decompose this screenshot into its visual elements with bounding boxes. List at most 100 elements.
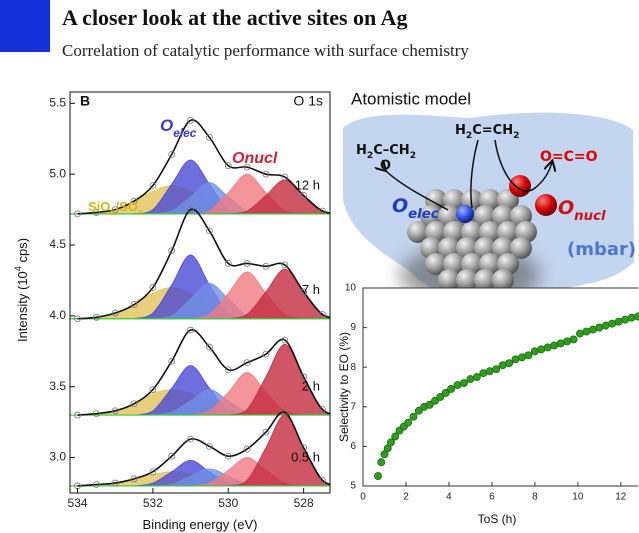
data-point	[206, 227, 213, 235]
data-point	[391, 432, 400, 441]
data-point	[187, 435, 194, 443]
text-part: Onucl	[232, 150, 278, 167]
data-point	[453, 381, 462, 389]
data-point	[550, 341, 559, 350]
data-point	[206, 133, 213, 141]
x-axis-label: ToS (h)	[478, 512, 517, 526]
peak-annotation: Onucl	[232, 150, 278, 167]
atom-oxygen-nucleophilic	[535, 194, 557, 216]
spectrum-label: 2 h	[302, 379, 320, 394]
data-point	[479, 369, 488, 378]
data-point	[130, 400, 138, 408]
data-point	[224, 260, 232, 267]
data-point	[130, 301, 138, 308]
atom	[474, 269, 496, 291]
text-part: /SO	[115, 199, 137, 214]
plot-frame	[69, 91, 331, 494]
data-point	[224, 452, 232, 460]
atom	[425, 253, 447, 275]
pressure-label: (mbar)	[567, 239, 636, 260]
data-point	[436, 392, 445, 401]
x-tick-label: 534	[68, 496, 88, 510]
data-point	[595, 323, 604, 332]
y-tick-label: 5.0	[49, 166, 66, 180]
text-part: Binding energy (eV)	[143, 517, 258, 532]
data-point	[74, 411, 81, 419]
panel-label: B	[80, 93, 90, 109]
data-point	[224, 366, 232, 374]
text-part: H	[455, 123, 466, 138]
o-nucl-label: Onucl	[558, 197, 606, 224]
x-tick-label: 4	[446, 492, 452, 503]
data-point	[300, 192, 308, 199]
x-axis-label: Binding energy (eV)	[143, 517, 258, 532]
data-point	[627, 313, 636, 322]
text-part: 2	[367, 151, 373, 161]
data-point	[601, 321, 610, 330]
data-point	[319, 207, 326, 215]
x-tick-label: 8	[532, 492, 538, 503]
data-point	[431, 396, 439, 405]
data-point	[524, 351, 533, 360]
atom	[492, 269, 514, 291]
peak-annotation: SiOx/SOx	[88, 199, 143, 217]
data-point	[543, 343, 552, 352]
data-point	[386, 438, 395, 447]
x-tick-label: 532	[143, 496, 163, 510]
data-point	[319, 476, 326, 484]
y-tick-label: 7	[350, 401, 356, 412]
epoxide-oxygen: O	[380, 159, 391, 174]
o-elec-label: Oelec	[392, 195, 439, 222]
data-point	[262, 262, 270, 270]
data-point	[149, 182, 157, 189]
header-block	[0, 0, 50, 52]
spectrum-label: 0.5 h	[291, 449, 320, 464]
x-tick-label: 10	[572, 492, 584, 503]
data-point	[243, 359, 251, 367]
data-point	[111, 407, 119, 415]
ethylene-label: H2C=CH2	[455, 123, 519, 141]
text-part: 2	[410, 151, 416, 161]
data-point	[608, 319, 617, 328]
data-point	[588, 325, 597, 334]
data-point	[518, 353, 526, 362]
spectrum-label: 7 h	[302, 282, 320, 297]
text-part: C=CH	[472, 123, 513, 138]
data-point	[537, 345, 546, 354]
data-point	[187, 116, 194, 124]
x-tick-label: 528	[294, 496, 314, 510]
text-part: H	[356, 143, 367, 158]
co2-label: O=C=O	[540, 149, 598, 165]
data-point	[569, 335, 578, 344]
x-tick-label: 530	[218, 496, 238, 510]
data-point	[92, 313, 100, 321]
data-point	[338, 316, 344, 322]
y-tick-label: 8	[350, 362, 356, 373]
data-point	[168, 357, 176, 365]
data-point	[374, 472, 382, 481]
data-point	[634, 312, 639, 321]
x-tick-label: 0	[360, 492, 366, 503]
data-point	[130, 475, 138, 483]
data-point	[511, 355, 520, 364]
data-point	[338, 483, 344, 489]
data-point	[149, 386, 157, 393]
plot-area	[70, 116, 344, 490]
data-point	[243, 260, 251, 267]
spectrum-label: 12 h	[295, 177, 320, 192]
data-point	[206, 442, 213, 450]
text-part: Intensity (10	[15, 271, 30, 342]
data-point	[92, 209, 100, 216]
data-point	[262, 428, 270, 436]
data-point	[409, 412, 418, 421]
data-point	[92, 410, 100, 418]
data-point	[472, 373, 481, 382]
data-point	[404, 418, 413, 427]
data-point	[530, 347, 539, 356]
data-point	[621, 315, 630, 324]
data-point	[74, 315, 81, 323]
data-point	[383, 444, 392, 453]
arrow	[385, 170, 449, 211]
text-part: 4	[13, 266, 23, 271]
